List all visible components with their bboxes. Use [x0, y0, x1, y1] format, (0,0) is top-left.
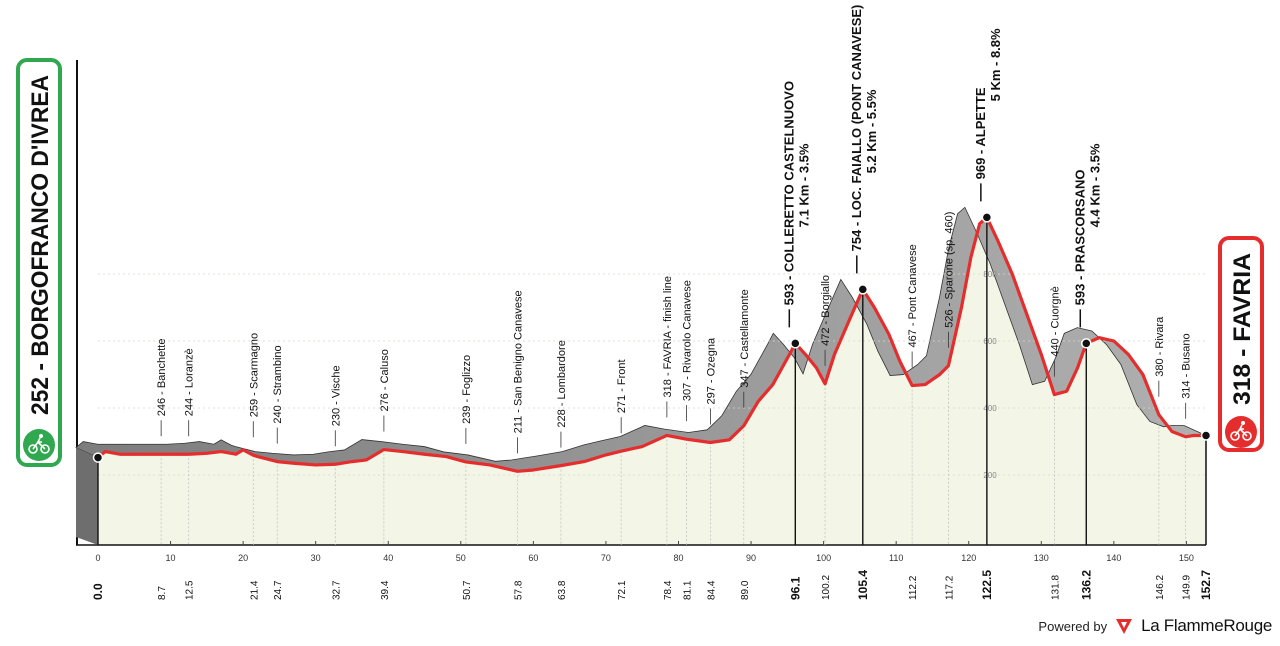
- km-label: 8.7: [157, 586, 168, 600]
- finish-box-frame: [1218, 236, 1264, 452]
- town-annotation: 440 - Cuorgnè: [1049, 286, 1061, 356]
- km-label: 63.8: [557, 580, 568, 600]
- town-annotation: 239 - Foglizzo: [461, 355, 473, 424]
- start-box: 252 - BORGOFRANCO D'IVREA: [16, 58, 62, 467]
- km-label: 96.1: [788, 576, 802, 600]
- x-tick-label: 30: [311, 553, 321, 563]
- km-label: 122.5: [980, 570, 994, 600]
- km-label: 21.4: [249, 580, 260, 600]
- climb-stats: 4.4 Km - 3.5%: [1087, 143, 1102, 227]
- km-label: 78.4: [663, 580, 674, 600]
- town-annotation: 276 - Caluso: [379, 349, 391, 411]
- profile-area: [98, 217, 1206, 545]
- x-tick-label: 140: [1106, 553, 1121, 563]
- town-annotation: 467 - Pont Canavese: [907, 244, 919, 347]
- climb-name: 969 - ALPETTE: [973, 87, 988, 179]
- climb-name: 593 - COLLERETTO CASTELNUOVO: [781, 81, 796, 305]
- x-tick-label: 70: [601, 553, 611, 563]
- y-tick-label: 600: [983, 337, 997, 346]
- km-label: 152.7: [1199, 570, 1213, 600]
- x-tick-label: 110: [889, 553, 903, 563]
- town-annotation: 314 - Busano: [1181, 333, 1193, 398]
- terrain-left-wedge: [76, 447, 98, 545]
- y-tick-label: 200: [983, 471, 997, 480]
- town-annotation: 526 - Sparone (sp. 460): [943, 212, 955, 328]
- start-dot: [92, 452, 104, 463]
- x-tick-label: 20: [238, 553, 248, 563]
- town-annotation: 230 - Vische: [330, 365, 342, 426]
- km-label: 50.7: [462, 580, 473, 600]
- start-box-frame: [16, 58, 62, 467]
- finish-cyclist-icon: [1225, 416, 1257, 448]
- town-annotation: 244 - Loranzè: [184, 348, 196, 416]
- town-annotation: 318 - FAVRIA - finish line: [662, 276, 674, 397]
- km-label: 12.5: [185, 580, 196, 600]
- footer: Powered by La FlammeRouge: [1038, 616, 1272, 636]
- climb-name: 593 - PRASCORSANO: [1072, 170, 1087, 306]
- summit-dot: [1081, 338, 1092, 349]
- finish-box: 318 - FAVRIA: [1218, 236, 1264, 452]
- x-tick-label: 40: [383, 553, 393, 563]
- x-tick-label: 150: [1179, 553, 1194, 563]
- km-label: 57.8: [513, 580, 524, 600]
- brand-name: La FlammeRouge: [1141, 616, 1272, 635]
- route-line: [96, 215, 1206, 473]
- x-tick-label: 100: [816, 553, 831, 563]
- x-tick-label: 50: [456, 553, 466, 563]
- km-label: 32.7: [331, 580, 342, 600]
- town-annotation: 297 - Ozegna: [705, 337, 717, 405]
- x-tick-label: 10: [166, 553, 176, 563]
- km-label: 100.2: [821, 575, 832, 600]
- town-annotation: 211 - San Benigno Canavese: [512, 290, 524, 433]
- powered-by-text: Powered by: [1038, 618, 1108, 634]
- town-annotation: 246 - Banchette: [156, 339, 168, 417]
- km-label: 84.4: [706, 580, 717, 600]
- x-tick-label: 60: [528, 553, 538, 563]
- km-label: 89.0: [740, 580, 751, 600]
- climb-stats: 7.1 Km - 3.5%: [796, 143, 811, 227]
- km-label: 146.2: [1155, 575, 1166, 600]
- km-label: 105.4: [856, 570, 870, 600]
- km-label: 149.9: [1182, 575, 1193, 600]
- town-annotation: 259 - Scarmagno: [248, 333, 260, 417]
- start-box-label: 252 - BORGOFRANCO D'IVREA: [27, 75, 54, 415]
- x-tick-label: 130: [1034, 553, 1049, 563]
- km-label: 117.2: [944, 575, 955, 600]
- town-annotation: 271 - Front: [616, 359, 628, 413]
- climb-name: 754 - LOC. FAIALLO (PONT CANAVESE): [849, 5, 864, 252]
- x-tick-label: 90: [746, 553, 756, 563]
- town-annotation: 380 - Rivara: [1154, 316, 1166, 377]
- x-tick-label: 120: [961, 553, 976, 563]
- finish-box-label: 318 - FAVRIA: [1229, 253, 1256, 405]
- summit-dot: [857, 284, 869, 295]
- y-tick-label: 800: [983, 270, 997, 279]
- start-cyclist-icon: [23, 429, 55, 461]
- km-label: 112.2: [908, 575, 919, 600]
- km-label: 39.4: [380, 580, 391, 600]
- town-annotation: 240 - Strambino: [272, 345, 284, 423]
- km-label: 136.2: [1079, 570, 1093, 600]
- town-annotation: 228 - Lombardore: [556, 340, 568, 427]
- summit-dot: [981, 212, 993, 223]
- km-label: 81.1: [682, 580, 693, 600]
- summit-dot: [790, 338, 801, 349]
- climb-stats: 5 Km - 8.8%: [988, 28, 1003, 101]
- finish-dot: [1200, 430, 1212, 441]
- km-label: 131.8: [1050, 575, 1061, 600]
- flamme-rouge-logo-icon: [1116, 619, 1133, 634]
- y-tick-label: 400: [983, 404, 997, 413]
- km-label: 72.1: [617, 580, 628, 600]
- town-annotation: 347 - Castellamonte: [739, 289, 751, 387]
- x-tick-label: 0: [95, 553, 100, 563]
- town-annotation: 307 - Rivarolo Canavese: [681, 280, 693, 401]
- x-tick-label: 80: [673, 553, 683, 563]
- climb-stats: 5.2 Km - 5.5%: [864, 89, 879, 173]
- town-annotation: 472 - Borgiallo: [820, 275, 832, 346]
- km-label: 0.0: [91, 583, 105, 600]
- km-label: 24.7: [273, 580, 284, 600]
